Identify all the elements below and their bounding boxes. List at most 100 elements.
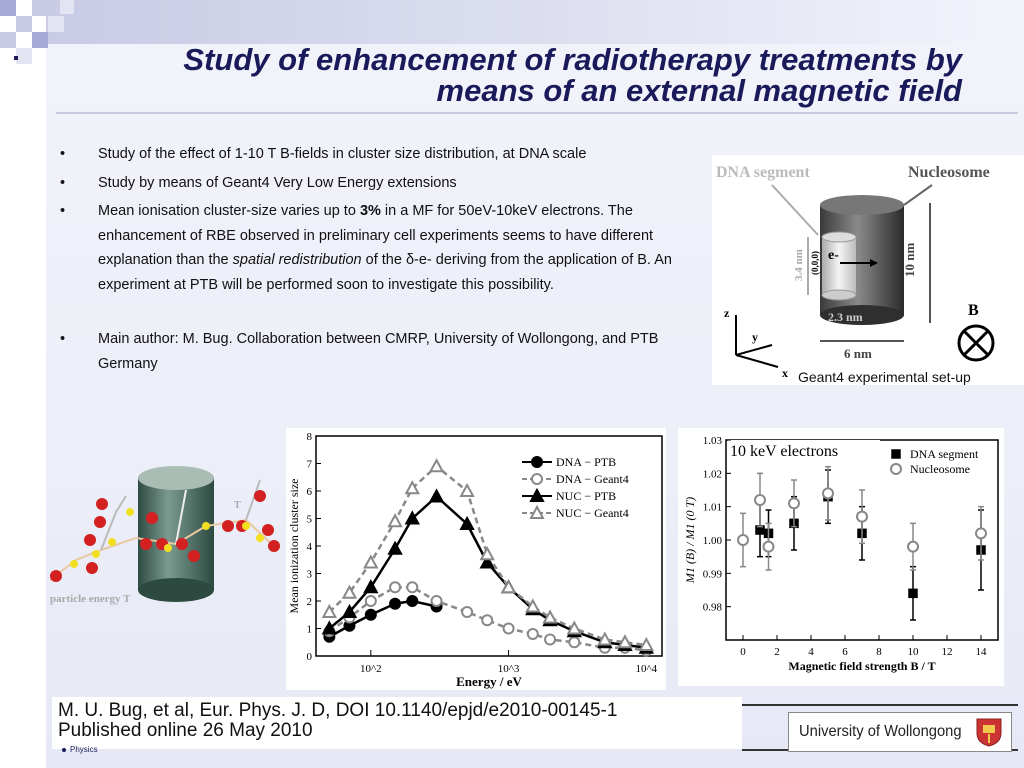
dna-width-label: 2.3 nm <box>828 310 863 324</box>
bullet-italic-text: spatial redistribution <box>232 252 362 268</box>
data-point <box>907 540 919 553</box>
data-point <box>638 636 654 651</box>
setup-diagram: DNA segment Nucleosome e- (0,0,0) 3.4 nm… <box>716 164 995 380</box>
ionisation-markers <box>50 490 280 582</box>
chart-title-bg <box>728 440 880 462</box>
y-tick-label: 8 <box>307 431 313 443</box>
data-point <box>364 608 377 621</box>
legend-marker <box>531 473 543 485</box>
x-tick-label: 10 <box>908 646 920 658</box>
delta-ray-1 <box>100 495 127 551</box>
magnetic-field-plot: M1 (B) / M1 (0 T) Magnetic field strengt… <box>683 435 999 673</box>
legend-marker <box>891 449 901 459</box>
track-cylinder <box>138 478 214 590</box>
cylinder-bottom <box>820 305 904 325</box>
setup-caption: Geant4 experimental set-up <box>798 369 971 385</box>
cluster-size-plot: Mean ionization cluster size Energy / eV… <box>287 431 663 689</box>
x-tick-label: 10^4 <box>635 663 657 675</box>
legend-label: Nucleosome <box>910 462 970 476</box>
field-into-page-icon <box>957 324 995 362</box>
data-point <box>364 595 377 607</box>
bullet-item: Study by means of Geant4 Very Low Energy… <box>58 171 698 196</box>
legend-label: DNA segment <box>910 447 979 461</box>
data-point <box>822 487 834 500</box>
data-point <box>341 603 358 618</box>
reference-line-1: M. U. Bug, et al, Eur. Phys. J. D, DOI 1… <box>58 700 618 721</box>
reference-box <box>52 697 742 749</box>
data-point <box>389 597 402 610</box>
slide-title: Study of enhancement of radiotherapy tre… <box>60 44 962 106</box>
university-crest-icon <box>976 718 1002 747</box>
data-point <box>526 628 539 640</box>
cluster-size-chart: Mean ionization cluster size Energy / eV… <box>286 428 666 690</box>
axis-x-label: x <box>782 366 788 380</box>
y-tick-label: 5 <box>307 514 313 526</box>
data-point <box>597 631 613 646</box>
bullet-item: Main author: M. Bug. Collaboration betwe… <box>58 327 698 376</box>
x-tick-label: 6 <box>842 646 848 658</box>
data-point <box>461 606 474 618</box>
bullet-item: Study of the effect of 1-10 T B-fields i… <box>58 142 698 167</box>
bullet-text: Study by means of Geant4 Very Low Energy… <box>98 174 457 191</box>
data-point <box>617 634 633 649</box>
y-tick-label: 4 <box>307 541 313 553</box>
data-point <box>737 534 749 546</box>
data-point <box>459 515 475 530</box>
data-point <box>908 588 918 599</box>
bullet-text: in a MF for 50eV-10keV electrons. The en… <box>98 203 654 268</box>
data-point <box>428 458 445 473</box>
data-point <box>544 633 557 646</box>
bullet-text: Main author: M. Bug. Collaboration betwe… <box>98 331 659 372</box>
x-tick-label: 4 <box>808 646 814 658</box>
title-line-1: Study of enhancement of radiotherapy tre… <box>183 42 962 77</box>
physics-label: Physics <box>70 745 98 754</box>
electron-label: e- <box>828 248 839 263</box>
data-point <box>430 595 443 607</box>
series-line <box>328 464 647 647</box>
data-point <box>500 579 517 594</box>
y-tick-label: 7 <box>307 459 313 471</box>
y-axis-label: M1 (B) / M1 (0 T) <box>683 497 697 584</box>
data-point <box>406 595 419 607</box>
data-point <box>754 494 766 506</box>
x-tick-label: 0 <box>740 646 746 658</box>
y-tick-label: 3 <box>307 569 313 581</box>
data-point <box>321 620 338 635</box>
delta-ray-3 <box>245 479 261 521</box>
data-point <box>459 482 475 497</box>
track-illustration: particle energy T T <box>46 460 286 630</box>
x-tick-label: 14 <box>976 646 988 658</box>
track-diagram: particle energy T T <box>49 466 280 605</box>
x-axis <box>735 354 779 368</box>
data-point <box>481 614 494 627</box>
data-point <box>479 546 495 561</box>
bullet-dot <box>62 748 66 752</box>
data-point <box>479 554 495 569</box>
data-point <box>566 620 582 635</box>
data-point <box>788 497 800 510</box>
data-point <box>389 581 402 594</box>
chart-title: 10 keV electrons <box>730 443 838 460</box>
left-margin-strip <box>0 0 46 768</box>
series-line <box>328 586 647 652</box>
data-point <box>406 581 419 594</box>
y-tick-label: 2 <box>307 596 313 608</box>
y-tick-label: 6 <box>307 486 313 498</box>
excitation-markers <box>70 508 264 568</box>
top-gradient-band <box>46 0 1024 44</box>
axis-y-label: y <box>752 330 758 344</box>
track-label-energy: particle energy T <box>50 593 131 605</box>
dna-top <box>821 231 857 243</box>
electron-arrowhead <box>870 259 878 267</box>
y-tick-label: 0 <box>307 651 313 663</box>
legend-label: NUC − PTB <box>556 489 616 503</box>
bullet-list: Study of the effect of 1-10 T B-fields i… <box>58 142 698 380</box>
magnetic-field-chart: M1 (B) / M1 (0 T) Magnetic field strengt… <box>678 428 1004 686</box>
nucleosome-label: Nucleosome <box>908 164 990 181</box>
data-point <box>363 554 379 569</box>
dna-segment-cylinder <box>822 237 856 295</box>
legend-marker <box>529 504 545 519</box>
bullet-text: of the δ-e- deriving from the applicatio… <box>98 252 672 293</box>
bullet-text: Study of the effect of 1-10 T B-fields i… <box>98 146 587 162</box>
data-point <box>568 636 581 649</box>
